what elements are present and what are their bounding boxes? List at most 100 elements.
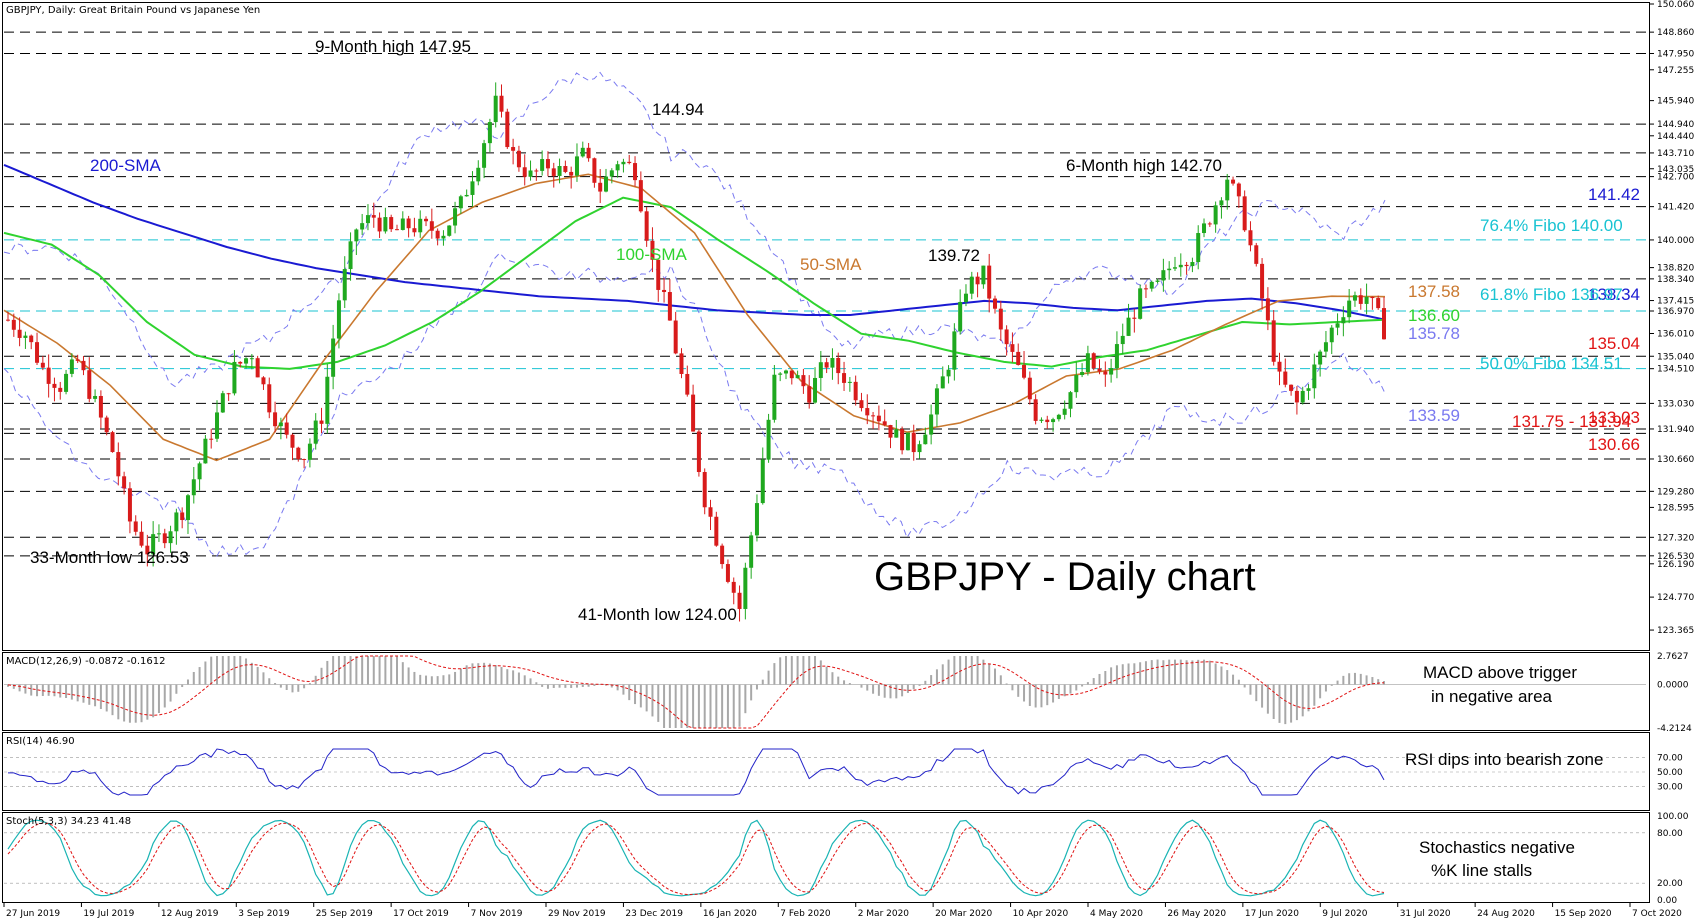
candle-body-55 — [325, 376, 330, 424]
candle-body-163 — [952, 331, 957, 370]
stoch-k-line — [7, 819, 1385, 897]
candle-body-30 — [180, 512, 185, 521]
candle-body-179 — [1045, 419, 1050, 423]
label-200-sma: 200-SMA — [90, 156, 162, 175]
candle-body-62 — [365, 215, 370, 224]
stoch-header: Stoch(5,3,3) 34.23 41.48 — [6, 816, 131, 827]
candle-body-57 — [336, 300, 341, 339]
stoch-pane-frame — [2, 812, 1650, 903]
candle-body-232 — [1352, 295, 1357, 301]
price-tick-label-25: 126.530 — [1657, 552, 1694, 562]
candle-body-130 — [760, 459, 765, 504]
candle-body-121 — [708, 507, 713, 517]
candle-body-18 — [110, 432, 115, 453]
rsi-header: RSI(14) 46.90 — [6, 736, 75, 747]
candle-body-45 — [267, 384, 272, 413]
candle-body-158 — [923, 434, 928, 445]
candle-body-155 — [905, 432, 910, 451]
candle-body-218 — [1271, 320, 1276, 362]
candle-body-230 — [1341, 317, 1346, 324]
candle-body-154 — [900, 429, 905, 451]
price-tick-label-20: 131.940 — [1657, 425, 1694, 435]
candle-body-58 — [342, 269, 347, 301]
candle-body-116 — [679, 353, 684, 374]
candle-body-26 — [156, 533, 161, 535]
candle-body-2 — [17, 329, 22, 338]
price-tick-label-28: 123.365 — [1657, 626, 1694, 636]
candle-body-138 — [807, 386, 812, 403]
price-tick-label-4: 145.940 — [1657, 97, 1694, 107]
macd-header: MACD(12,26,9) -0.0872 -0.1612 — [6, 656, 166, 667]
candle-body-114 — [667, 292, 672, 321]
candle-body-185 — [1080, 372, 1085, 376]
candle-body-42 — [249, 358, 254, 360]
candle-body-16 — [98, 395, 103, 418]
candle-body-194 — [1132, 317, 1137, 319]
candle-body-28 — [168, 531, 173, 544]
candle-body-192 — [1120, 335, 1125, 345]
date-tick-label-6: 7 Nov 2019 — [471, 909, 523, 919]
price-tick-label-16: 136.010 — [1657, 330, 1694, 340]
macd-histogram — [4, 655, 1646, 729]
candle-body-69 — [406, 218, 411, 229]
candle-body-229 — [1335, 323, 1340, 328]
candle-body-109 — [638, 180, 643, 212]
candle-body-25 — [151, 534, 156, 555]
stoch-tick-0: 100.00 — [1657, 812, 1689, 822]
candle-body-126 — [737, 592, 742, 609]
candle-body-67 — [394, 229, 399, 231]
rsi-tick-1: 50.00 — [1657, 768, 1683, 778]
price-tick-label-2: 147.950 — [1657, 49, 1694, 59]
rsi-note: RSI dips into bearish zone — [1405, 750, 1603, 769]
candle-body-119 — [696, 431, 701, 473]
annotation-peak-13972: 139.72 — [928, 246, 980, 265]
price-tick-label-5: 144.940 — [1657, 120, 1694, 130]
candle-body-23 — [139, 531, 144, 546]
date-tick-label-10: 7 Feb 2020 — [780, 909, 831, 919]
candle-body-200 — [1167, 268, 1172, 271]
candle-body-66 — [389, 217, 394, 230]
candle-body-162 — [946, 369, 951, 377]
price-pane-frame — [2, 2, 1650, 651]
level-13359: 133.59 — [1408, 406, 1460, 425]
candle-body-125 — [731, 581, 736, 593]
indicator-axes: 2.7627 0.0000 -4.2124 70.00 50.00 30.00 100.00… — [1657, 652, 1692, 906]
candle-body-108 — [633, 163, 638, 181]
candle-body-128 — [749, 535, 754, 568]
candle-body-231 — [1347, 300, 1352, 318]
level-13758: 137.58 — [1408, 282, 1460, 301]
candle-body-226 — [1318, 351, 1323, 365]
candle-body-177 — [1033, 399, 1038, 421]
candle-body-148 — [865, 408, 870, 416]
candle-body-80 — [470, 181, 475, 195]
candle-body-201 — [1172, 267, 1177, 269]
candle-body-96 — [563, 166, 568, 172]
candle-body-39 — [232, 361, 237, 394]
candle-body-167 — [975, 276, 980, 285]
price-tick-label-17: 135.040 — [1657, 352, 1694, 362]
candle-body-233 — [1358, 295, 1363, 304]
candle-body-159 — [929, 414, 934, 435]
price-tick-label-1: 148.860 — [1657, 28, 1694, 38]
candle-body-32 — [191, 479, 196, 496]
candle-body-157 — [917, 444, 922, 453]
candle-body-84 — [493, 95, 498, 123]
candle-body-144 — [842, 373, 847, 383]
macd-tick-1: 0.0000 — [1657, 681, 1689, 691]
level-fibo-764: 76.4% Fibo 140.00 — [1480, 216, 1623, 235]
candle-body-195 — [1138, 288, 1143, 319]
macd-signal-line — [7, 655, 1385, 729]
candle-body-47 — [278, 422, 283, 427]
candle-body-105 — [615, 164, 620, 171]
price-tick-label-12: 138.820 — [1657, 264, 1694, 274]
date-tick-label-8: 23 Dec 2019 — [625, 909, 683, 919]
candle-body-94 — [551, 168, 556, 176]
candle-body-88 — [516, 150, 521, 168]
level-14142: 141.42 — [1588, 185, 1640, 204]
date-axis: 27 Jun 2019 19 Jul 2019 12 Aug 2019 3 Sep 2… — [3, 903, 1682, 919]
annotation-41m-low: 41-Month low 124.00 — [578, 605, 737, 624]
label-100-sma: 100-SMA — [616, 245, 688, 264]
rsi-polyline — [8, 748, 1385, 796]
price-tick-label-13: 138.340 — [1657, 275, 1694, 285]
